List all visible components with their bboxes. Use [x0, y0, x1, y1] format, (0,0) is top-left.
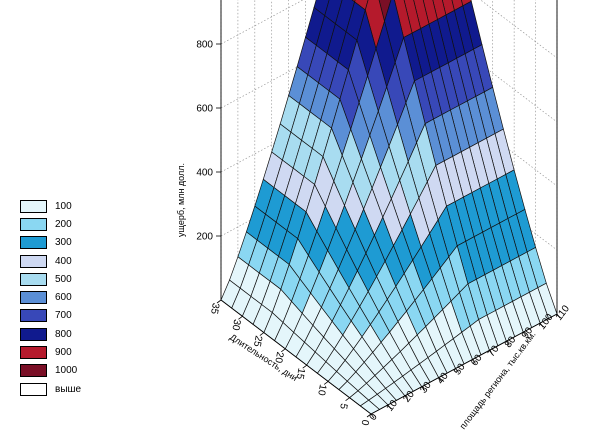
- legend-swatch: [20, 254, 47, 268]
- legend-swatch: [20, 272, 47, 286]
- legend: 100 200 300 400 500 600 700 800 900 1000 выше: [20, 197, 140, 398]
- legend-item: 700: [20, 307, 140, 325]
- legend-swatch: [20, 327, 47, 341]
- legend-label: 400: [55, 255, 72, 267]
- z-tick-label: 400: [196, 168, 213, 179]
- legend-swatch: [20, 309, 47, 323]
- legend-label: 100: [55, 200, 72, 212]
- legend-swatch: [20, 199, 47, 213]
- legend-swatch: [20, 382, 47, 396]
- y-tick-label: 15: [294, 367, 307, 380]
- y-tick-label: 30: [229, 318, 242, 331]
- x-tick-label: 110: [554, 303, 573, 323]
- y-tick-label: 5: [337, 402, 349, 410]
- legend-swatch: [20, 346, 47, 360]
- legend-item: 500: [20, 270, 140, 288]
- box-frame: [220, 0, 558, 415]
- legend-label: выше: [55, 383, 82, 395]
- legend-swatch: [20, 364, 47, 378]
- legend-item: выше: [20, 380, 140, 398]
- legend-item: 800: [20, 325, 140, 343]
- legend-label: 800: [55, 328, 72, 340]
- y-tick-label: 20: [272, 351, 285, 364]
- z-tick-label: 200: [196, 232, 213, 243]
- z-axis-label: ущерб, млн долл.: [176, 163, 186, 237]
- legend-label: 700: [55, 310, 72, 322]
- legend-swatch: [20, 236, 47, 250]
- legend-item: 400: [20, 252, 140, 270]
- y-tick-label: 10: [315, 383, 328, 396]
- y-tick-label: 25: [251, 335, 264, 348]
- x-tick-label: 0: [368, 411, 380, 422]
- legend-item: 200: [20, 215, 140, 233]
- y-tick-label: 0: [358, 419, 370, 427]
- legend-label: 500: [55, 273, 72, 285]
- legend-label: 600: [55, 292, 72, 304]
- legend-swatch: [20, 291, 47, 305]
- y-tick-label: 35: [208, 302, 221, 315]
- legend-swatch: [20, 217, 47, 231]
- legend-item: 600: [20, 288, 140, 306]
- legend-label: 300: [55, 237, 72, 249]
- z-tick-label: 800: [196, 40, 213, 51]
- legend-item: 100: [20, 197, 140, 215]
- legend-item: 900: [20, 343, 140, 361]
- z-tick-label: 600: [196, 104, 213, 115]
- legend-label: 1000: [55, 365, 78, 377]
- legend-item: 1000: [20, 362, 140, 380]
- legend-label: 200: [55, 218, 72, 230]
- legend-item: 300: [20, 234, 140, 252]
- legend-label: 900: [55, 347, 72, 359]
- surface: [220, 0, 558, 415]
